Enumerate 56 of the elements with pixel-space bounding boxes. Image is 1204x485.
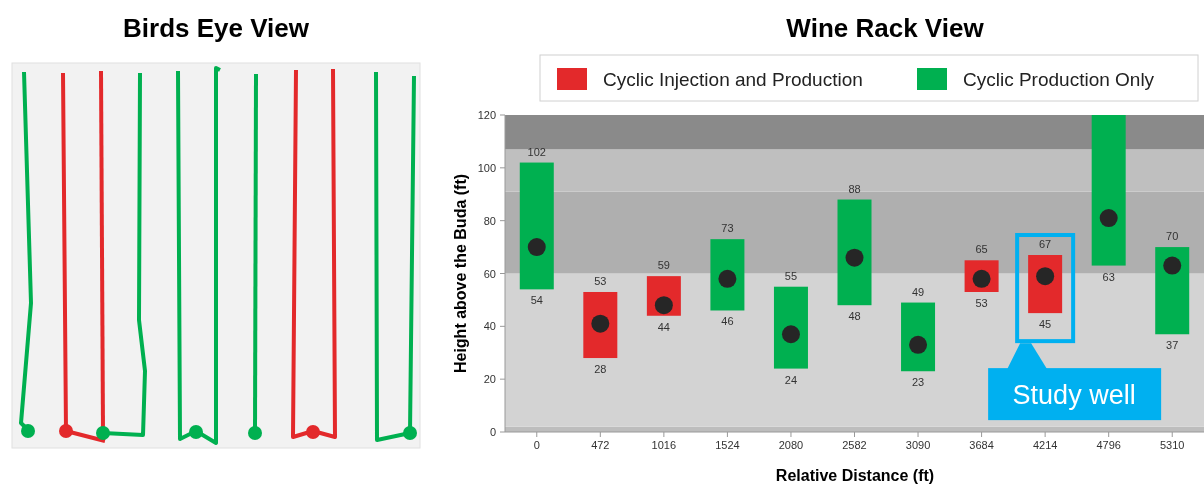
point <box>1163 256 1182 275</box>
x-tick-label: 3090 <box>905 439 931 451</box>
data-label: 59 <box>657 259 670 272</box>
annotation: 45 <box>1039 318 1052 331</box>
y-tick-label: 0 <box>489 426 496 438</box>
x-tick-label: 3684 <box>969 439 994 451</box>
x-tick-label: 1016 <box>651 439 677 451</box>
data-label: 70 <box>1166 230 1179 243</box>
x-tick-label: 5310 <box>1159 439 1185 451</box>
x-tick-label: 472 <box>591 439 610 451</box>
x-tick-label: 2080 <box>778 439 804 451</box>
chart-title: Wine Rack View <box>786 13 985 43</box>
annotation: 46 <box>721 315 734 328</box>
bar <box>773 286 808 369</box>
annotation: 54 <box>530 294 543 307</box>
y-tick-label: 60 <box>483 267 496 280</box>
legend-label: Cyclic Injection and Production <box>603 69 863 90</box>
data-label: 73 <box>721 222 734 235</box>
annotation: 24 <box>784 373 798 386</box>
y-axis-title: Height above the Buda (ft) <box>452 173 469 374</box>
text: Birds Eye View <box>123 13 310 43</box>
y-tick-label: 100 <box>477 161 496 174</box>
data-label: 88 <box>848 182 861 195</box>
annotation: 23 <box>911 376 925 389</box>
bar <box>519 162 554 290</box>
y-tick-label: 20 <box>483 373 496 386</box>
data-label: 65 <box>975 243 988 256</box>
point <box>781 325 800 344</box>
x-tick-label: 4214 <box>1032 439 1058 451</box>
bar <box>1091 115 1126 266</box>
annotation: 53 <box>975 296 988 309</box>
annotation: 63 <box>1102 270 1115 283</box>
data-label: 55 <box>784 269 798 282</box>
data-label: 102 <box>527 145 546 158</box>
data-label: 49 <box>911 285 925 298</box>
bar <box>1155 247 1190 335</box>
annotation: 28 <box>594 363 607 376</box>
annotation: 44 <box>657 320 670 333</box>
x-tick-label: 2582 <box>842 439 867 451</box>
point <box>845 248 864 267</box>
y-tick-label: 40 <box>483 320 496 333</box>
x-tick-label: 1524 <box>715 439 740 451</box>
x-tick-label: 4796 <box>1096 439 1121 451</box>
legend-label: Cyclic Production Only <box>963 69 1155 90</box>
x-tick-label: 0 <box>533 439 540 451</box>
annotation: 48 <box>848 310 861 323</box>
x-axis-title: Relative Distance (ft) <box>775 467 935 484</box>
data-label: 67 <box>1039 238 1052 251</box>
point <box>527 238 546 257</box>
data-label: 53 <box>594 274 607 287</box>
annotation: 37 <box>1166 339 1179 352</box>
point <box>1099 209 1118 228</box>
y-tick-label: 120 <box>477 109 496 121</box>
bar <box>837 199 872 306</box>
annotation: Study well <box>1012 380 1136 411</box>
y-tick-label: 80 <box>483 214 496 227</box>
